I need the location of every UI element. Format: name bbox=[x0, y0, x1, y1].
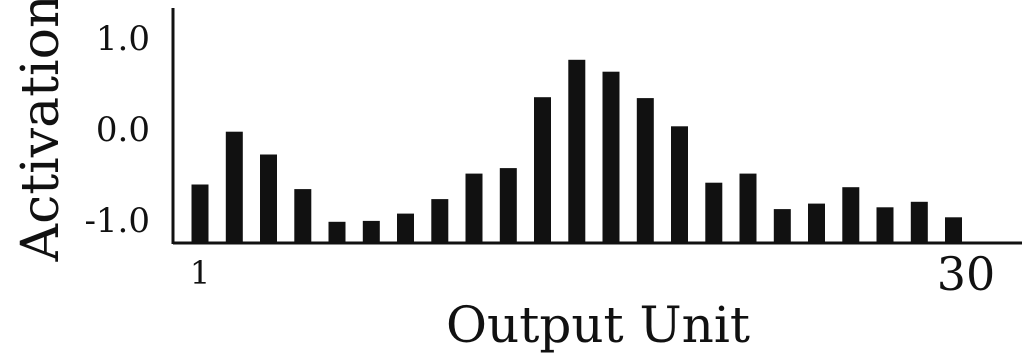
bar bbox=[568, 59, 586, 243]
bar bbox=[328, 221, 346, 243]
bar bbox=[945, 217, 962, 243]
y-axis-title: Activation bbox=[11, 0, 71, 262]
bar bbox=[739, 173, 757, 243]
bar bbox=[534, 97, 551, 243]
bar bbox=[191, 184, 209, 243]
bars bbox=[191, 59, 962, 243]
x-tick-label: 30 bbox=[937, 247, 996, 301]
bar bbox=[705, 182, 723, 243]
bar bbox=[260, 154, 277, 243]
bar bbox=[465, 173, 483, 243]
bar bbox=[773, 209, 791, 243]
bar bbox=[842, 187, 860, 243]
y-tick-label: -1.0 bbox=[84, 201, 150, 241]
bar bbox=[876, 207, 894, 243]
y-tick-label: 1.0 bbox=[96, 19, 150, 59]
bar bbox=[602, 71, 620, 243]
bar bbox=[294, 189, 312, 243]
bar bbox=[636, 98, 654, 243]
bar bbox=[910, 201, 928, 243]
bar bbox=[499, 168, 517, 243]
x-tick-label: 1 bbox=[190, 254, 210, 292]
y-tick-label: 0.0 bbox=[96, 110, 150, 150]
bar bbox=[808, 203, 825, 243]
bar bbox=[362, 220, 380, 243]
bar bbox=[671, 126, 688, 243]
bar bbox=[225, 131, 243, 243]
bar bbox=[431, 199, 449, 243]
x-axis-title: Output Unit bbox=[446, 296, 750, 353]
bar bbox=[397, 213, 414, 243]
